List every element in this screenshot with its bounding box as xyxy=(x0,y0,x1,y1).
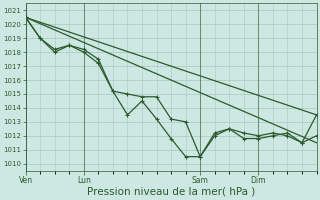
X-axis label: Pression niveau de la mer( hPa ): Pression niveau de la mer( hPa ) xyxy=(87,187,255,197)
